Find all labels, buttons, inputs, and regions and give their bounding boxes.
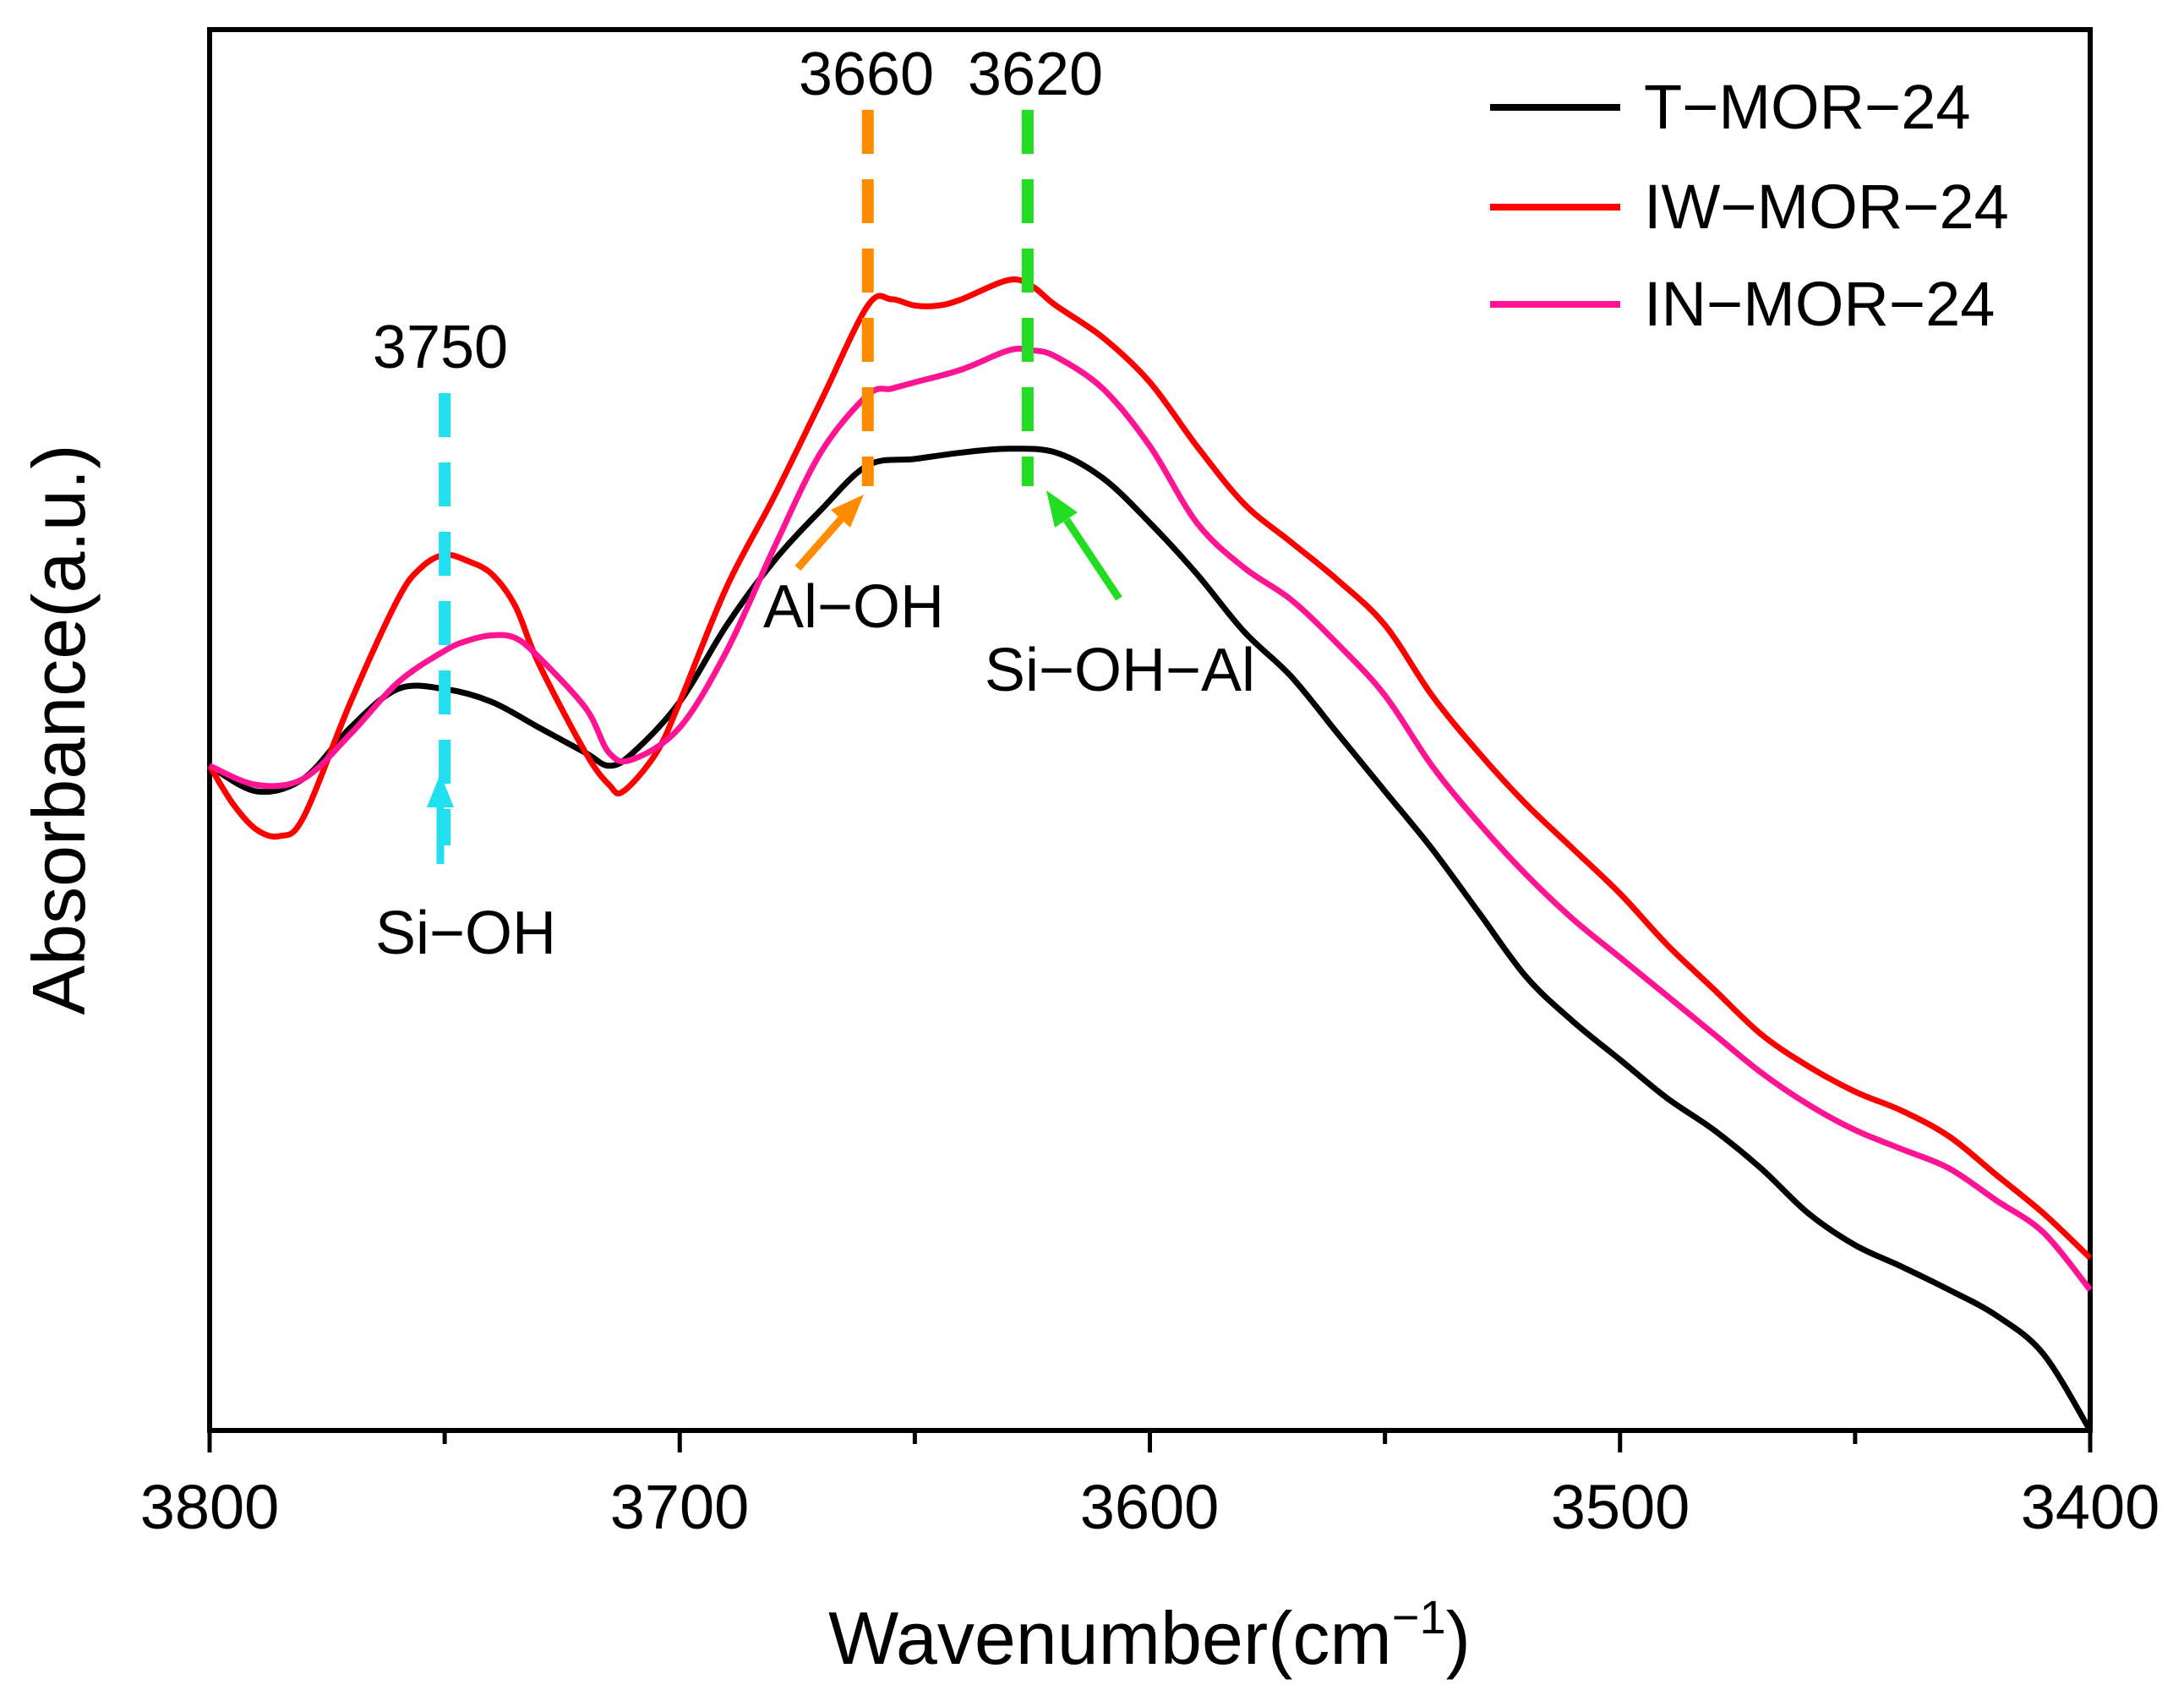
y-axis-title: Absorbance(a.u.) <box>17 444 101 1015</box>
series-line-2 <box>207 276 2093 1261</box>
x-tick-label: 3500 <box>1551 1472 1690 1542</box>
legend-label: IN−MOR−24 <box>1644 269 1995 339</box>
legend-label: T−MOR−24 <box>1644 72 1971 142</box>
legend-label: IW−MOR−24 <box>1644 172 2009 242</box>
x-tick-label: 3600 <box>1080 1472 1220 1542</box>
annotation-al-oh: Al−OH <box>763 573 944 641</box>
x-tick-labels: 3800 3700 3600 3500 3400 <box>140 1472 2160 1542</box>
si-oh-al-arrow-head <box>1046 490 1078 528</box>
peak-label-3620: 3620 <box>968 41 1103 108</box>
si-oh-arrow-head <box>427 774 454 807</box>
peak-label-3750: 3750 <box>373 314 508 381</box>
annotation-arrows <box>427 490 1122 864</box>
al-oh-arrow <box>794 517 844 571</box>
series-line-3 <box>208 345 2093 1292</box>
x-axis-title-main: Wavenumber(cm <box>828 1596 1392 1680</box>
annotation-si-oh-al: Si−OH−Al <box>985 637 1255 704</box>
legend: T−MOR−24 IW−MOR−24 IN−MOR−24 <box>1490 72 2009 339</box>
x-tick-label: 3400 <box>2021 1472 2160 1542</box>
x-tick-label: 3700 <box>610 1472 750 1542</box>
x-tick-label: 3800 <box>140 1472 280 1542</box>
al-oh-arrow-head <box>831 495 864 528</box>
marker-layer <box>439 110 1034 845</box>
series-line-1 <box>208 446 2093 1432</box>
x-axis-ticks <box>207 1430 2093 1452</box>
annotation-si-oh: Si−OH <box>375 900 556 967</box>
x-axis-title: Wavenumber(cm−1) <box>828 1590 1471 1680</box>
series-layer <box>207 276 2093 1432</box>
x-axis-title-close: ) <box>1446 1596 1471 1680</box>
peak-label-3660: 3660 <box>799 41 934 108</box>
si-oh-al-arrow <box>1063 517 1122 601</box>
x-axis-title-superscript: −1 <box>1392 1590 1446 1644</box>
